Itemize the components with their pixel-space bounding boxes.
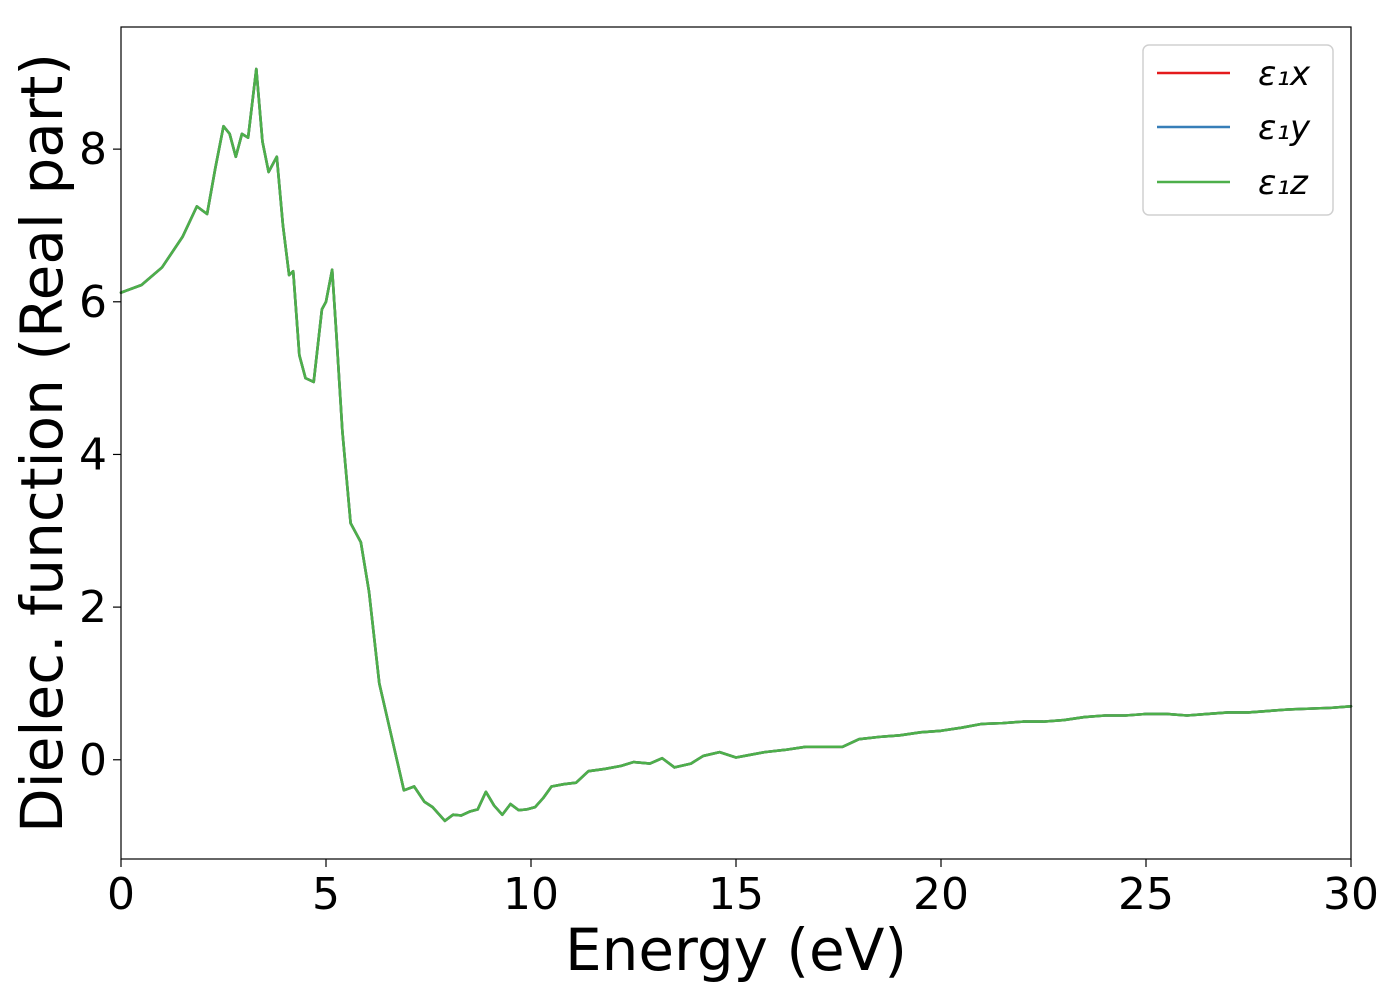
y-tick-label: 6	[79, 277, 107, 328]
x-tick-label: 10	[503, 869, 559, 920]
series-line-3	[119, 67, 1353, 823]
y-tick-label: 8	[79, 124, 107, 175]
legend-label: ε₁x	[1258, 54, 1311, 94]
x-axis-label: Energy (eV)	[565, 916, 907, 984]
x-tick-label: 15	[708, 869, 764, 920]
x-tick-label: 5	[312, 869, 340, 920]
legend-label: ε₁z	[1258, 163, 1309, 203]
x-tick-labels: 0 5 10 15 20 25 30	[107, 869, 1379, 920]
legend-label: ε₁y	[1258, 108, 1311, 148]
y-tick-label: 4	[79, 429, 107, 480]
plot-area-frame	[120, 26, 1352, 860]
series-lines	[119, 67, 1353, 823]
y-tick-label: 0	[79, 735, 107, 786]
x-tick-label: 0	[107, 869, 135, 920]
y-axis-label: Dielec. function (Real part)	[8, 53, 76, 833]
legend-box	[1142, 44, 1334, 216]
legend: ε₁x ε₁y ε₁z	[1142, 44, 1334, 216]
y-tick-labels: 0 2 4 6 8	[79, 124, 107, 786]
x-tick-label: 25	[1118, 869, 1174, 920]
y-tick-label: 2	[79, 582, 107, 633]
x-tick-label: 20	[913, 869, 969, 920]
x-tick-label: 30	[1323, 869, 1379, 920]
tick-marks	[113, 148, 1352, 867]
